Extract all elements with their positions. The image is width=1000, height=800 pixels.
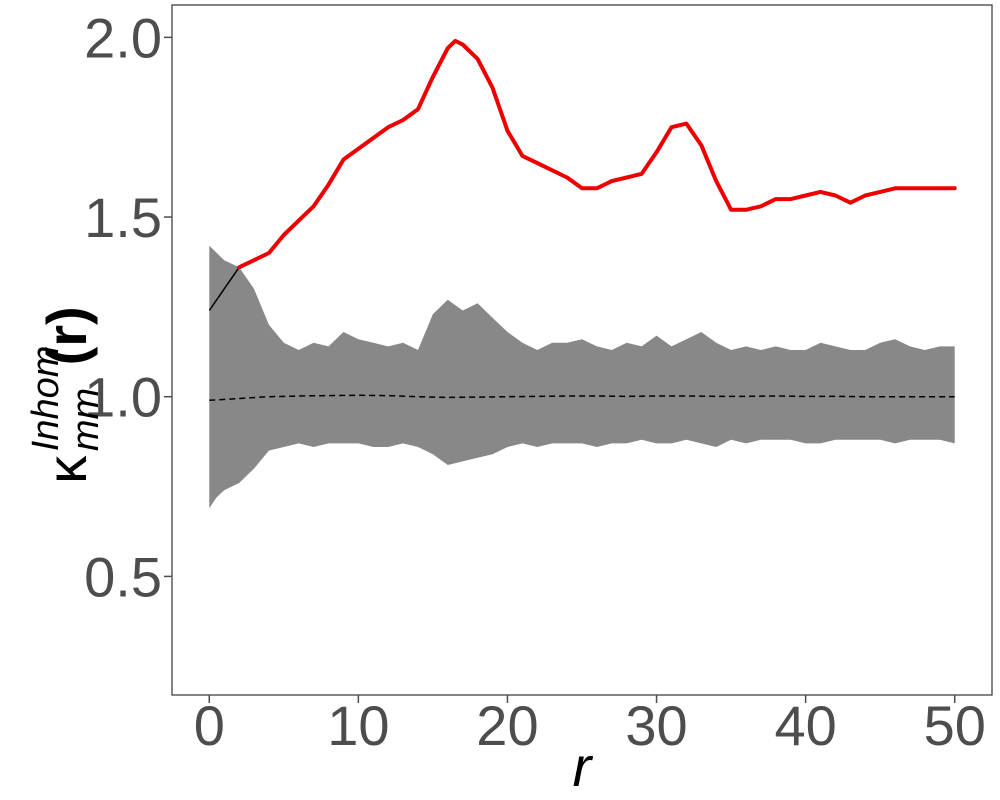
y-tick-label: 1.0 bbox=[84, 366, 162, 429]
observed-line-inside-envelope bbox=[208, 266, 240, 311]
theoretical-line bbox=[209, 394, 955, 402]
x-tick-label: 40 bbox=[774, 694, 836, 757]
x-tick-label: 0 bbox=[194, 694, 225, 757]
y-tick-label: 1.5 bbox=[84, 186, 162, 249]
y-axis-title: κ Inhom mm (r) bbox=[25, 306, 107, 483]
plot-area bbox=[208, 38, 957, 509]
x-tick-label: 10 bbox=[327, 694, 389, 757]
x-tick-label: 20 bbox=[476, 694, 538, 757]
y-tick-label: 0.5 bbox=[84, 545, 162, 608]
simulation-envelope-band bbox=[209, 245, 955, 509]
observed-line-outside-envelope bbox=[237, 38, 957, 270]
y-axis-title-superscript: Inhom bbox=[25, 346, 67, 452]
x-tick-label: 50 bbox=[924, 694, 986, 757]
y-axis-title-suffix: (r) bbox=[35, 306, 98, 365]
axis-ticks: 0 10 20 30 40 50 0.5 1.0 1.5 2.0 bbox=[84, 6, 986, 757]
y-axis-title-base: κ bbox=[35, 455, 98, 484]
x-tick-label: 30 bbox=[625, 694, 687, 757]
y-tick-label: 2.0 bbox=[84, 6, 162, 69]
y-axis-title-subscript: mm bbox=[65, 388, 107, 451]
x-axis-title: r bbox=[573, 735, 594, 798]
plot-frame bbox=[171, 4, 993, 696]
